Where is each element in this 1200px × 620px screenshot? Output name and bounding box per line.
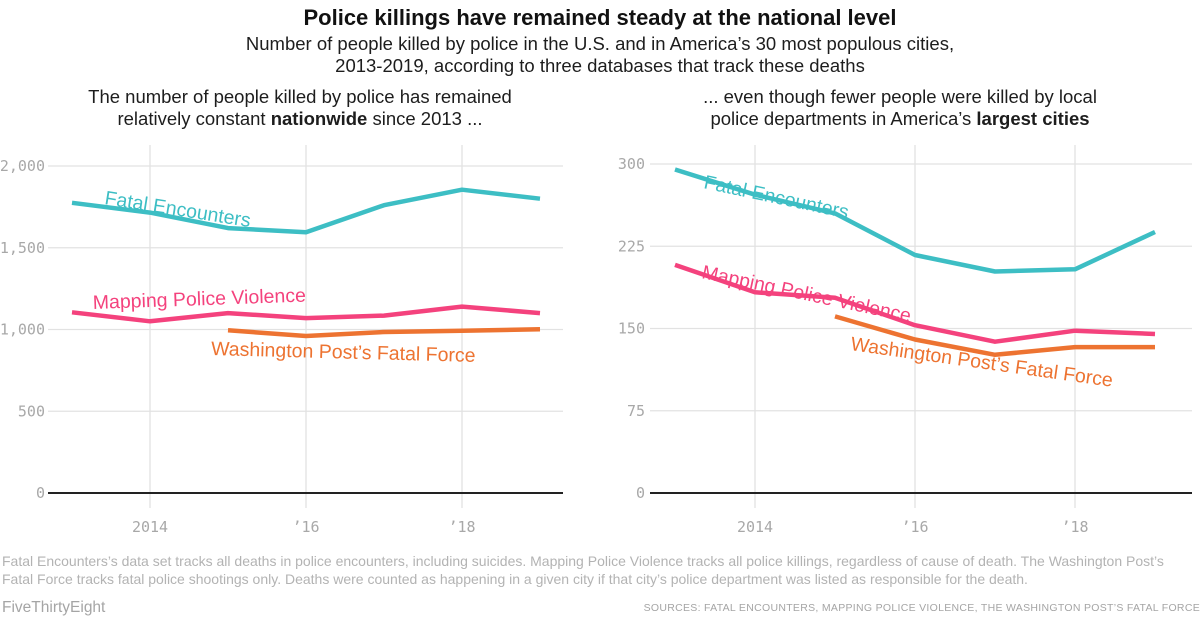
page-title: Police killings have remained steady at … — [303, 5, 897, 30]
series-line-pink — [674, 262, 1156, 344]
series-label-pink: Mapping Police Violence — [92, 285, 306, 314]
series-line-orange — [834, 314, 1155, 358]
x-axis-tick-label: 2014 — [737, 518, 773, 536]
chart-national: 2014 ’16 ’18 0 500 1,000 1,500 2,000 Fatal Encou… — [0, 145, 563, 536]
sources-credit: SOURCES: FATAL ENCOUNTERS, MAPPING POLIC… — [643, 602, 1200, 614]
y-axis-tick-label: 300 — [618, 155, 645, 173]
x-axis-tick-label: ’18 — [448, 518, 475, 536]
chart-largest-cities: 2014 ’16 ’18 0 75 150 225 300 Fatal Encounters Ma… — [618, 145, 1192, 536]
fivethirtyeight-logo-text: FiveThirtyEight — [2, 599, 106, 616]
x-axis-tick-label: ’18 — [1061, 518, 1088, 536]
chart-headline-national: The number of people killed by police ha… — [20, 86, 580, 130]
y-axis-tick-label: 75 — [627, 402, 645, 420]
x-axis-tick-label: 2014 — [132, 518, 168, 536]
subtitle-line-1: Number of people killed by police in the… — [245, 33, 955, 54]
y-axis-tick-label: 500 — [18, 402, 45, 420]
y-axis-tick-label: 1,500 — [0, 239, 45, 257]
series-line-pink — [71, 304, 541, 324]
x-axis-tick-label: ’16 — [292, 518, 319, 536]
headline-text: police departments in America’s — [710, 108, 977, 129]
series-label-teal: Fatal Encounters — [702, 171, 851, 223]
y-axis-tick-label: 1,000 — [0, 321, 45, 339]
y-axis-tick-label: 150 — [618, 320, 645, 338]
headline-emphasis: nationwide — [270, 108, 368, 129]
series-line-teal — [71, 187, 541, 235]
headline-text: relatively constant — [117, 108, 271, 129]
headline-text: The number of people killed by police ha… — [88, 86, 512, 107]
chart-headline-largest-cities: ... even though fewer people were killed… — [620, 86, 1180, 130]
series-label-teal: Fatal Encounters — [103, 187, 252, 232]
page-subtitle: Number of people killed by police in the… — [0, 33, 1200, 77]
y-axis-tick-label: 2,000 — [0, 157, 45, 175]
series-label-pink: Mapping Police Violence — [700, 261, 913, 327]
subtitle-line-2: 2013-2019, according to three databases … — [335, 55, 865, 76]
headline-emphasis: largest cities — [976, 108, 1090, 129]
series-line-teal — [674, 167, 1156, 274]
y-axis-tick-label: 225 — [618, 237, 645, 255]
headline-text: since 2013 ... — [367, 108, 483, 129]
x-axis-tick-label: ’16 — [901, 518, 928, 536]
headline-text: ... even though fewer people were killed… — [703, 86, 1097, 107]
footnote: Fatal Encounters’s data set tracks all d… — [2, 553, 1164, 587]
y-axis-tick-label: 0 — [636, 484, 645, 502]
series-label-orange: Washington Post’s Fatal Force — [211, 338, 476, 367]
series-line-orange — [227, 326, 541, 339]
y-axis-tick-label: 0 — [36, 484, 45, 502]
